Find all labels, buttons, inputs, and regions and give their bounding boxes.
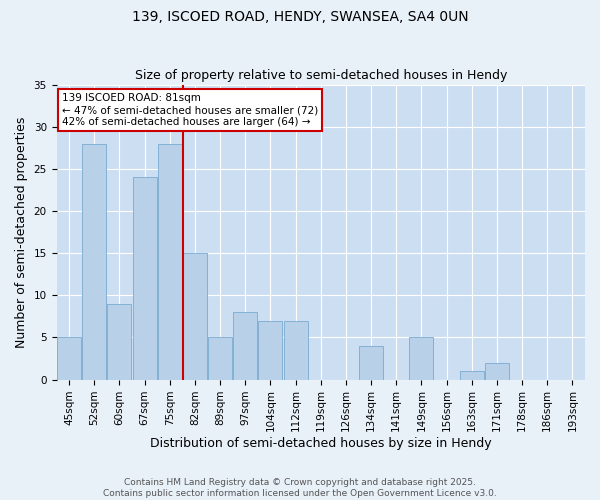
- X-axis label: Distribution of semi-detached houses by size in Hendy: Distribution of semi-detached houses by …: [150, 437, 491, 450]
- Bar: [107, 304, 131, 380]
- Bar: [259, 320, 283, 380]
- Bar: [359, 346, 383, 380]
- Title: Size of property relative to semi-detached houses in Hendy: Size of property relative to semi-detach…: [134, 69, 507, 82]
- Bar: [183, 253, 207, 380]
- Bar: [460, 371, 484, 380]
- Bar: [158, 144, 182, 380]
- Bar: [57, 338, 81, 380]
- Bar: [485, 362, 509, 380]
- Bar: [133, 178, 157, 380]
- Bar: [208, 338, 232, 380]
- Text: Contains HM Land Registry data © Crown copyright and database right 2025.
Contai: Contains HM Land Registry data © Crown c…: [103, 478, 497, 498]
- Bar: [82, 144, 106, 380]
- Bar: [233, 312, 257, 380]
- Bar: [284, 320, 308, 380]
- Text: 139 ISCOED ROAD: 81sqm
← 47% of semi-detached houses are smaller (72)
42% of sem: 139 ISCOED ROAD: 81sqm ← 47% of semi-det…: [62, 94, 318, 126]
- Text: 139, ISCOED ROAD, HENDY, SWANSEA, SA4 0UN: 139, ISCOED ROAD, HENDY, SWANSEA, SA4 0U…: [131, 10, 469, 24]
- Y-axis label: Number of semi-detached properties: Number of semi-detached properties: [15, 116, 28, 348]
- Bar: [409, 338, 433, 380]
